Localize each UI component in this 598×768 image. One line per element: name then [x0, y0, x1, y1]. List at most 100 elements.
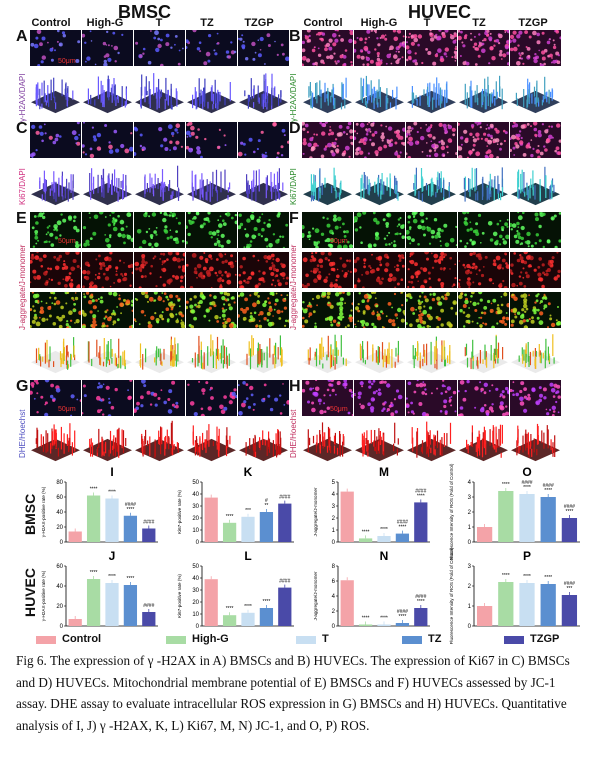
y-axis-label: Fluorescence Intensity of ROS (Fold of C… — [449, 547, 454, 644]
micrograph-tile — [82, 122, 133, 158]
intensity-surface-plot — [30, 164, 81, 206]
micrograph-tile — [82, 252, 133, 288]
legend-label: TZ — [428, 633, 442, 645]
bar-tzgp — [414, 502, 428, 542]
micrograph-tile — [458, 252, 509, 288]
y-tick-label: 0 — [332, 540, 336, 546]
micrograph-tile — [134, 122, 185, 158]
y-tick-label: 4 — [332, 492, 336, 498]
micrograph-tile — [354, 30, 405, 66]
legend-swatch-t — [296, 636, 316, 644]
micrograph-tile — [354, 252, 405, 288]
intensity-surface-plot — [354, 72, 405, 114]
huvec-column-label: Control — [303, 17, 343, 29]
micrograph-tile — [354, 212, 405, 248]
y-tick-label: 0 — [60, 540, 64, 546]
micrograph-tile — [238, 252, 289, 288]
intensity-surface-plot — [458, 332, 509, 374]
intensity-surface-plot — [134, 72, 185, 114]
y-axis-label: γ-H2AX-positive rate (%) — [41, 486, 46, 537]
y-axis-label: J-aggregate/J-monomer — [313, 571, 318, 620]
micrograph-tile — [458, 30, 509, 66]
panel-letter-a: A — [16, 28, 28, 45]
bar-tzgp — [278, 587, 292, 626]
micrograph-tile — [186, 30, 237, 66]
y-tick-label: 10 — [192, 612, 199, 618]
bar-high-g — [358, 538, 373, 542]
bar-t — [105, 583, 119, 626]
chart-panel-letter: M — [379, 465, 389, 479]
bmsc-chart-row-label: BMSC — [22, 493, 38, 535]
significance-mark: **** — [244, 604, 252, 610]
huvec-column-label: T — [423, 17, 431, 29]
y-tick-label: 80 — [56, 480, 63, 486]
micrograph-tile — [82, 292, 133, 328]
micrograph-tile — [458, 122, 509, 158]
y-axis-label: γ-H2AX-positive rate (%) — [41, 570, 46, 621]
y-tick-label: 40 — [192, 576, 199, 582]
intensity-surface-plot — [30, 332, 81, 374]
significance-mark: **** — [380, 527, 388, 533]
bar-chart-j: Jγ-H2AX-positive rate (%) 0 20 40 60 **** ****… — [41, 549, 158, 630]
micrograph-tile — [30, 30, 81, 66]
micrograph-tile — [302, 252, 353, 288]
y-tick-label: 0 — [196, 540, 200, 546]
scale-bar-label: 50μm — [58, 58, 76, 65]
bar-chart-i: Iγ-H2AX-positive rate (%) 0 20 40 60 80 **** **… — [41, 465, 158, 546]
bar-chart-o: O Fluorescence Intensity of ROS (Fold of … — [449, 463, 580, 560]
micrograph-tile — [186, 380, 237, 416]
bar-tzgp — [414, 608, 428, 626]
y-axis-label: Ki67-positive rate (%) — [177, 490, 182, 534]
legend-swatch-control — [36, 636, 56, 644]
micrograph-tile — [406, 122, 457, 158]
micrograph-tile — [510, 122, 561, 158]
huvec-column-label: High-G — [360, 17, 398, 29]
significance-mark: #### — [543, 483, 554, 489]
legend-label: TZGP — [530, 633, 560, 645]
intensity-surface-plot — [406, 332, 457, 374]
y-tick-label: 60 — [56, 495, 63, 501]
channel-label: J-aggregate/J-monomer — [18, 244, 27, 330]
micrograph-tile — [30, 380, 81, 416]
bar-t — [377, 536, 391, 542]
y-tick-label: 1 — [332, 528, 336, 534]
intensity-surface-plot — [82, 420, 133, 462]
bar-tzgp — [561, 518, 578, 542]
intensity-surface-plot — [30, 72, 81, 114]
y-tick-label: 60 — [56, 564, 63, 570]
micrograph-tile — [134, 212, 185, 248]
significance-mark: **** — [362, 616, 370, 622]
micrograph-tile — [302, 122, 353, 158]
channel-label: γ-H2AX/DAPI — [18, 73, 27, 122]
channel-label: Ki67/DAPI — [289, 168, 298, 205]
y-tick-label: 0 — [468, 624, 472, 630]
intensity-surface-plot — [510, 420, 561, 462]
y-axis-label: Ki67-positive rate (%) — [177, 574, 182, 618]
significance-mark: **** — [544, 488, 552, 494]
channel-label: DHE/Hoechst — [18, 409, 27, 458]
bar-t — [241, 612, 255, 626]
y-tick-label: 1 — [468, 525, 472, 531]
significance-mark: **** — [566, 509, 574, 515]
intensity-surface-plot — [238, 332, 289, 374]
bar-tz — [395, 533, 410, 542]
intensity-surface-plot — [302, 164, 353, 206]
significance-mark: **** — [108, 574, 116, 580]
bar-tz — [540, 584, 556, 626]
intensity-surface-plot — [186, 420, 237, 462]
significance-mark: #### — [279, 495, 290, 501]
panel-letter-h: H — [289, 378, 301, 395]
micrograph-tile — [30, 122, 81, 158]
bar-t — [105, 498, 119, 542]
legend-label: Control — [62, 633, 102, 645]
significance-mark: #### — [397, 520, 408, 526]
scale-bar-label: 50μm — [330, 238, 348, 245]
y-axis-label: J-aggregate/J-monomer — [313, 487, 318, 536]
micrograph-tile — [134, 292, 185, 328]
y-tick-label: 2 — [468, 584, 472, 590]
micrograph-tile — [302, 380, 353, 416]
bar-tz — [259, 512, 274, 542]
scale-bar-label: 50μm — [58, 406, 76, 413]
micrograph-tile — [238, 292, 289, 328]
intensity-surface-plot — [238, 72, 289, 114]
